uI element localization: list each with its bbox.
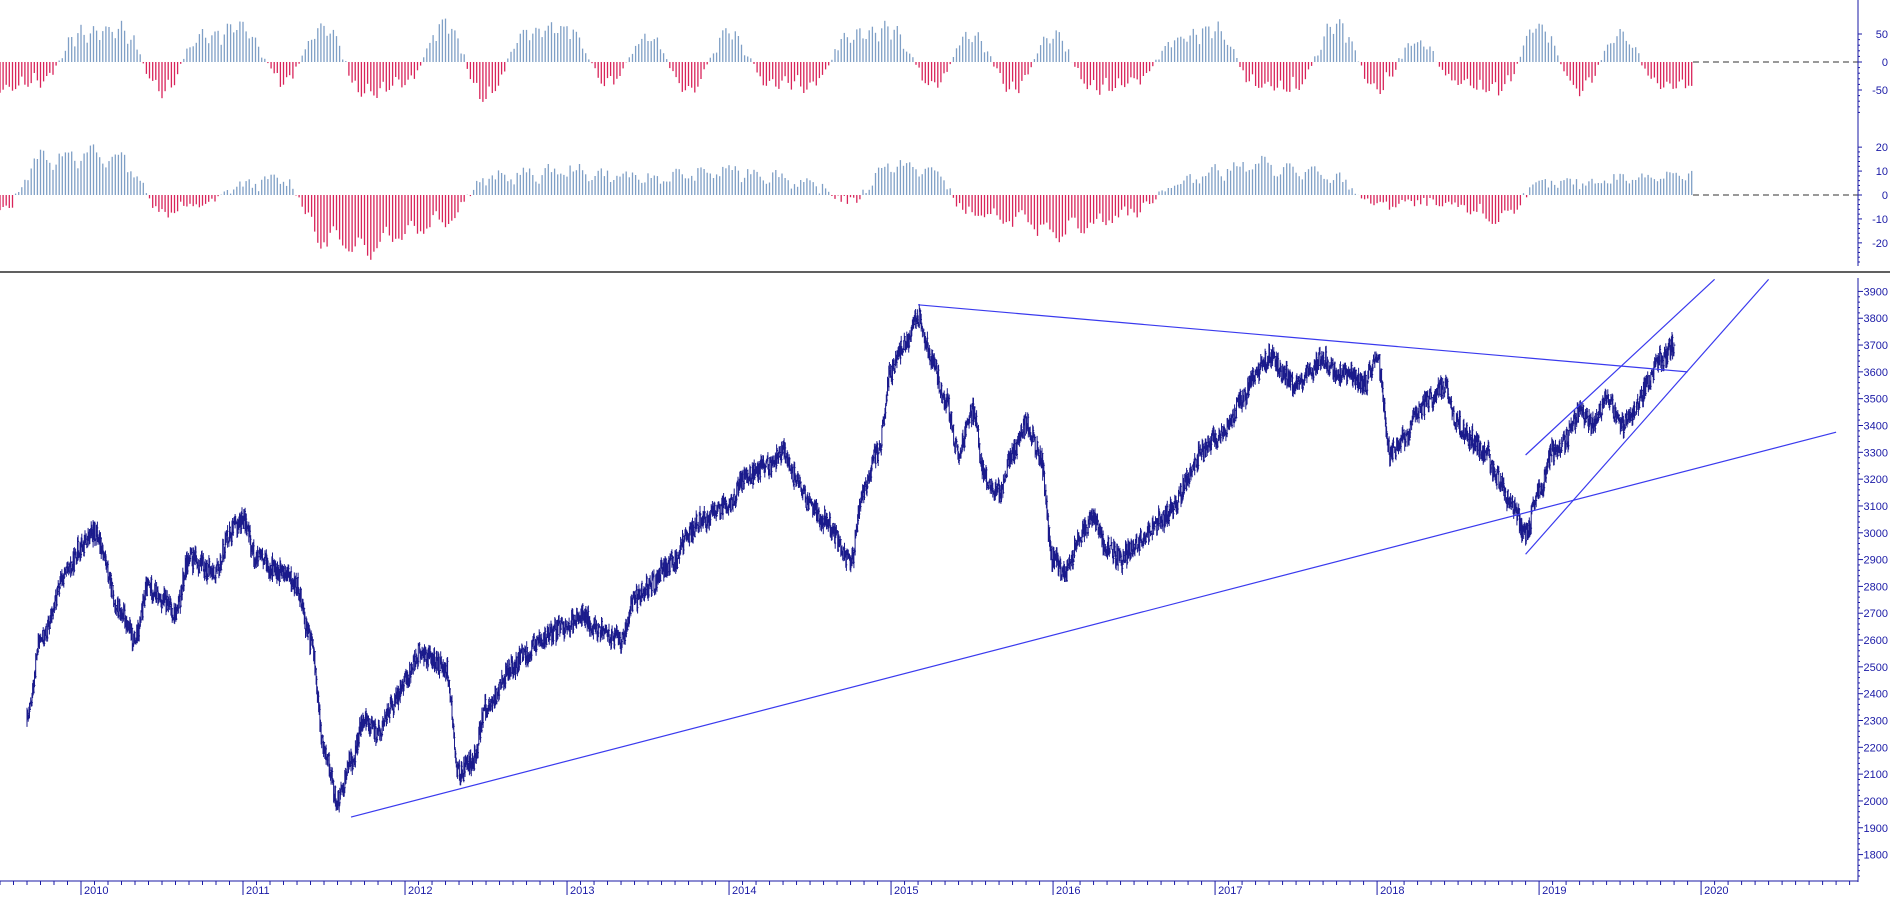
y-tick-label: -20 — [1872, 238, 1888, 250]
price-panel — [27, 279, 1836, 817]
y-tick-label: 0 — [1882, 190, 1888, 202]
y-tick-label: -10 — [1872, 214, 1888, 226]
lower-oscillator-panel: 20 10 0 -10 -20 — [0, 120, 1888, 266]
y-tick-label: 50 — [1876, 29, 1888, 41]
y-tick-label: 10 — [1876, 166, 1888, 178]
y-tick-label: 0 — [1882, 57, 1888, 69]
y-tick-label: -50 — [1872, 85, 1888, 97]
upper-oscillator-panel: 50 0 -50 — [0, 0, 1888, 122]
y-tick-label: 20 — [1876, 142, 1888, 154]
